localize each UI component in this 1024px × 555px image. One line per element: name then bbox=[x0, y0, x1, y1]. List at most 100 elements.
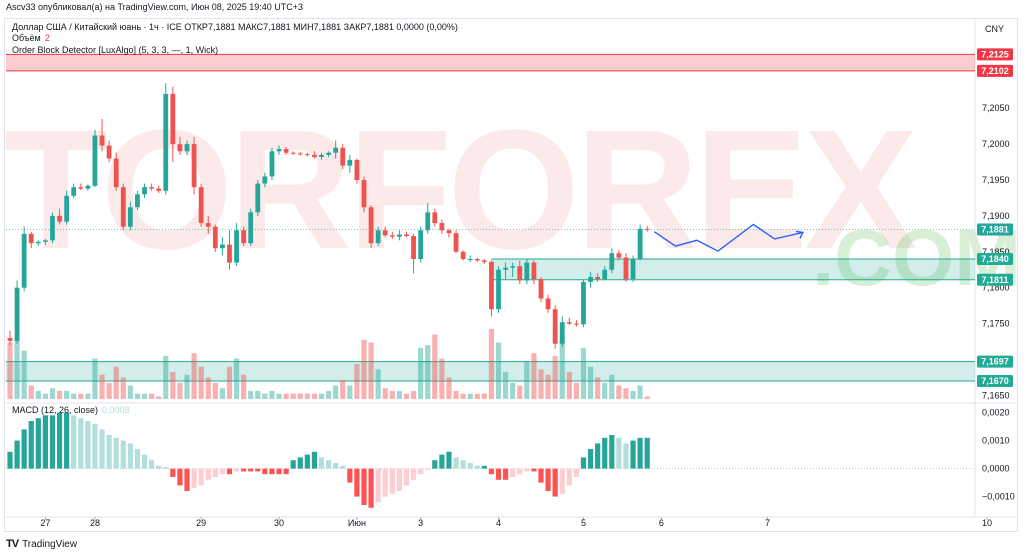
macd-bar bbox=[184, 468, 190, 491]
macd-bar bbox=[573, 468, 579, 477]
macd-bar bbox=[191, 468, 197, 489]
macd-bar bbox=[141, 454, 148, 469]
candle-body bbox=[290, 152, 296, 154]
candle-body bbox=[312, 154, 317, 158]
candle-body bbox=[397, 234, 402, 237]
tradingview-logo[interactable]: TV TradingView bbox=[6, 538, 77, 550]
volume-bar bbox=[177, 382, 183, 399]
volume-bar bbox=[595, 377, 601, 399]
candle-body bbox=[191, 144, 197, 188]
candle-body bbox=[28, 233, 34, 244]
time-tick-label: Июн bbox=[348, 518, 366, 528]
macd-bar bbox=[460, 460, 466, 469]
macd-bar bbox=[262, 468, 268, 475]
volume-bar bbox=[120, 377, 126, 399]
macd-bar bbox=[403, 468, 410, 486]
macd-bar bbox=[92, 423, 98, 469]
price-tick-label: 7,1750 bbox=[982, 319, 1010, 329]
candle-body bbox=[276, 149, 282, 152]
macd-bar bbox=[531, 468, 537, 472]
macd-bar bbox=[481, 465, 487, 469]
price-label-text: 7,1697 bbox=[981, 357, 1009, 367]
macd-bar bbox=[517, 468, 523, 475]
volume-bar bbox=[587, 366, 594, 399]
volume-bar bbox=[35, 390, 41, 399]
symbol-legend[interactable]: Доллар США / Китайский юань · 1ч · ICE О… bbox=[12, 22, 458, 32]
candle-body bbox=[411, 236, 416, 259]
candle-body bbox=[347, 159, 353, 166]
volume-bar bbox=[269, 390, 275, 399]
volume-bar bbox=[439, 358, 445, 399]
volume-bar bbox=[467, 393, 473, 399]
macd-bar bbox=[42, 415, 48, 469]
candle-body bbox=[496, 269, 501, 310]
candle-body bbox=[163, 93, 169, 191]
order-block-zone bbox=[491, 258, 975, 280]
candle-body bbox=[467, 258, 473, 260]
volume-bar bbox=[106, 382, 112, 399]
candle-body bbox=[503, 267, 508, 270]
macd-bar bbox=[35, 418, 41, 469]
volume-bar bbox=[559, 339, 565, 399]
macd-bar bbox=[290, 460, 296, 469]
macd-bar bbox=[637, 437, 643, 469]
macd-bar bbox=[340, 465, 346, 469]
candle-body bbox=[57, 215, 62, 222]
macd-bar bbox=[389, 468, 395, 494]
macd-bar bbox=[156, 465, 162, 469]
volume-bar bbox=[361, 339, 367, 399]
macd-bar bbox=[49, 415, 56, 469]
macd-bar bbox=[269, 468, 275, 475]
macd-bar bbox=[495, 468, 502, 480]
candle-body bbox=[524, 262, 530, 281]
price-label-badge bbox=[977, 48, 1013, 61]
candle-body bbox=[283, 149, 289, 153]
volume-bar bbox=[56, 390, 63, 399]
volume-bar bbox=[304, 393, 310, 399]
macd-legend[interactable]: MACD (12, 26, close) 0,0008 bbox=[12, 405, 130, 415]
macd-bar bbox=[276, 468, 282, 475]
macd-bar bbox=[212, 468, 218, 477]
macd-bar bbox=[566, 468, 572, 486]
macd-bar bbox=[219, 468, 225, 475]
time-tick-label: 4 bbox=[496, 518, 501, 528]
candle-body bbox=[234, 230, 239, 263]
volume-bar bbox=[432, 334, 438, 399]
candle-body bbox=[446, 230, 452, 234]
volume-bar bbox=[113, 366, 119, 399]
candle-body bbox=[113, 158, 119, 188]
candle-body bbox=[644, 228, 650, 230]
volume-bar bbox=[410, 390, 417, 399]
candle-body bbox=[531, 262, 537, 280]
macd-bar bbox=[474, 465, 480, 469]
candle-body bbox=[389, 235, 395, 237]
volume-bar bbox=[446, 377, 452, 399]
price-label-text: 7,1881 bbox=[981, 225, 1009, 235]
macd-bar bbox=[326, 460, 332, 469]
candle-body bbox=[227, 244, 232, 263]
candle-body bbox=[333, 147, 339, 153]
macd-bar bbox=[7, 451, 13, 469]
volume-legend[interactable]: Объём 2 bbox=[12, 33, 50, 43]
volume-bar bbox=[28, 385, 34, 399]
indicator-legend[interactable]: Order Block Detector [LuxAlgo] (5, 3, 3,… bbox=[12, 45, 219, 55]
candle-body bbox=[92, 135, 98, 186]
candle-body bbox=[35, 241, 41, 244]
price-tick-label: 7,1650 bbox=[982, 390, 1010, 400]
candle-body bbox=[404, 234, 409, 237]
candle-body bbox=[474, 258, 480, 261]
macd-bar bbox=[425, 468, 431, 470]
candle-body bbox=[460, 251, 466, 259]
macd-bar bbox=[453, 457, 459, 469]
currency-label[interactable]: CNY bbox=[985, 24, 1005, 34]
candle-body bbox=[425, 212, 431, 231]
volume-bar bbox=[226, 366, 233, 399]
macd-tick-label: −0,0010 bbox=[982, 492, 1015, 502]
macd-bar bbox=[311, 451, 318, 469]
volume-bar bbox=[163, 355, 169, 399]
volume-bar bbox=[524, 361, 530, 399]
macd-bar bbox=[127, 443, 133, 469]
macd-bar bbox=[78, 418, 84, 469]
macd-tick-label: 0,0000 bbox=[982, 464, 1010, 474]
